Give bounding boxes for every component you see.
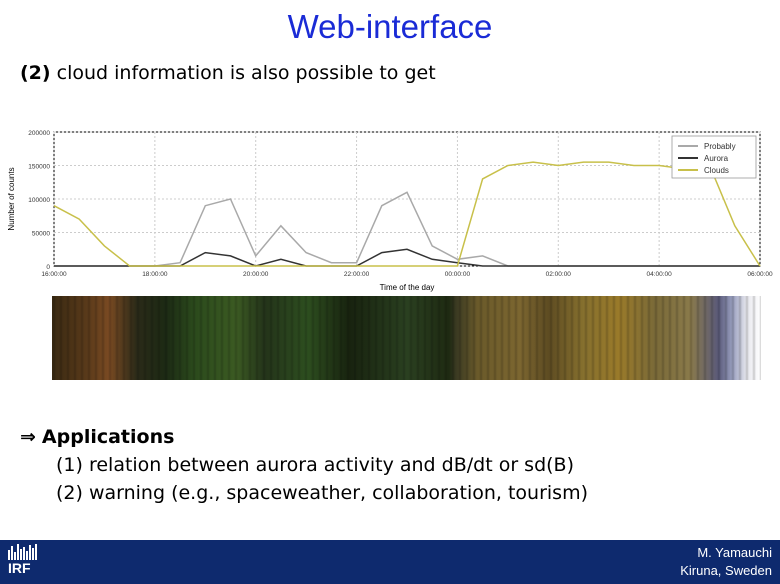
application-item: (2) warning (e.g., spaceweather, collabo… (56, 482, 588, 504)
logo-bars-icon (8, 544, 48, 560)
counts-chart: 0 50000 100000 150000 200000 16:00:00 18:00:00… (7, 130, 773, 292)
y-axis-label: Number of counts (7, 167, 16, 230)
applications-heading: ⇒ Applications (20, 426, 588, 448)
y-tick-label: 0 (46, 264, 50, 271)
y-tick-label: 150000 (28, 164, 50, 171)
subtitle-number: (2) (20, 62, 51, 84)
slide-title: Web-interface (287, 8, 493, 45)
x-tick-label: 02:00:00 (546, 271, 572, 278)
legend-label: Clouds (704, 166, 729, 175)
slide-subtitle: (2) cloud information is also possible t… (20, 62, 436, 84)
footer-bar: IRF M. Yamauchi Kiruna, Sweden (0, 540, 780, 584)
applications-heading-text: Applications (41, 426, 175, 448)
x-tick-label: 18:00:00 (142, 271, 168, 278)
y-tick-label: 100000 (28, 197, 50, 204)
x-tick-label: 20:00:00 (243, 271, 269, 278)
y-tick-label: 50000 (32, 231, 50, 238)
keogram-texture (52, 296, 761, 380)
application-item: (1) relation between aurora activity and… (56, 454, 574, 476)
x-tick-label: 04:00:00 (646, 271, 672, 278)
x-tick-label: 16:00:00 (41, 271, 67, 278)
x-axis-label: Time of the day (380, 283, 435, 292)
series-line-clouds (53, 161, 761, 267)
author-block: M. Yamauchi Kiruna, Sweden (680, 544, 772, 580)
x-tick-label: 00:00:00 (445, 271, 471, 278)
implies-arrow-icon: ⇒ (20, 426, 36, 448)
legend-label: Probably (704, 142, 736, 151)
irf-logo: IRF (8, 544, 48, 580)
subtitle-text: cloud information is also possible to ge… (56, 62, 436, 84)
applications-list: ⇒ Applications (1) relation between auror… (20, 426, 588, 510)
logo-text: IRF (8, 560, 31, 576)
x-tick-label: 06:00:00 (747, 271, 773, 278)
author-location: Kiruna, Sweden (680, 563, 772, 578)
x-tick-label: 22:00:00 (344, 271, 370, 278)
keogram-image (52, 296, 761, 380)
legend-label: Aurora (704, 154, 729, 163)
author-name: M. Yamauchi (697, 545, 772, 560)
y-tick-label: 200000 (28, 130, 50, 137)
